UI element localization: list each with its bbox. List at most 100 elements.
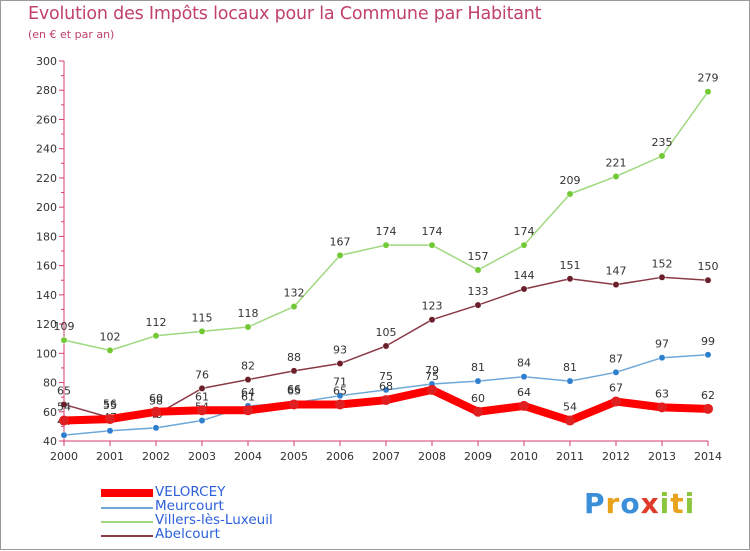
data-point-velorcey (657, 402, 667, 413)
data-label-villers-l-s-luxeuil: 118 (238, 307, 259, 320)
data-point-villers-l-s-luxeuil (612, 173, 620, 180)
data-label-abelcourt: 152 (652, 257, 673, 270)
data-label-villers-l-s-luxeuil: 279 (698, 72, 719, 85)
data-label-villers-l-s-luxeuil: 235 (652, 136, 673, 149)
data-point-abelcourt (244, 376, 252, 384)
data-point-abelcourt (474, 301, 482, 309)
x-tick-label: 2008 (418, 450, 446, 463)
data-label-velorcey: 60 (149, 392, 163, 405)
data-point-villers-l-s-luxeuil (60, 336, 68, 344)
x-tick-label: 2010 (510, 450, 538, 463)
data-point-meurcourt (612, 368, 620, 376)
x-tick-label: 2009 (464, 450, 492, 463)
logo-letter: x (640, 487, 660, 520)
data-label-meurcourt: 97 (655, 338, 669, 351)
x-tick-label: 2005 (280, 450, 308, 463)
x-tick-label: 2003 (188, 450, 216, 463)
data-point-meurcourt (566, 377, 574, 385)
data-label-meurcourt: 81 (563, 361, 577, 374)
data-label-villers-l-s-luxeuil: 157 (468, 250, 489, 263)
y-tick-label: 80 (43, 377, 57, 390)
legend-label-meurcourt: Meurcourt (155, 498, 224, 514)
x-tick-label: 2001 (96, 450, 124, 463)
data-point-villers-l-s-luxeuil (704, 88, 712, 96)
data-point-villers-l-s-luxeuil (658, 152, 666, 160)
data-point-villers-l-s-luxeuil (336, 251, 344, 259)
x-tick-label: 2011 (556, 450, 584, 463)
data-point-abelcourt (382, 342, 390, 350)
x-tick-label: 2004 (234, 450, 262, 463)
data-point-velorcey (381, 395, 391, 406)
data-point-villers-l-s-luxeuil (428, 241, 436, 249)
data-point-villers-l-s-luxeuil (566, 190, 574, 198)
x-tick-label: 2012 (602, 450, 630, 463)
legend-swatch-villers-l-s-luxeuil (101, 521, 153, 523)
data-label-velorcey: 64 (517, 386, 531, 399)
data-label-velorcey: 67 (609, 382, 623, 395)
data-label-meurcourt: 64 (241, 386, 255, 399)
data-point-abelcourt (612, 281, 620, 289)
y-tick-label: 260 (36, 113, 57, 126)
data-point-villers-l-s-luxeuil (152, 332, 160, 340)
data-point-meurcourt (198, 417, 206, 424)
data-label-meurcourt: 79 (425, 364, 439, 377)
data-label-velorcey: 65 (287, 384, 301, 397)
y-tick-label: 140 (36, 289, 57, 302)
legend-label-velorcey: VELORCEY (155, 484, 226, 500)
data-label-velorcey: 61 (241, 390, 255, 403)
data-point-velorcey (611, 396, 621, 407)
data-label-velorcey: 62 (701, 389, 715, 402)
data-label-villers-l-s-luxeuil: 174 (514, 225, 535, 238)
data-point-meurcourt (382, 386, 390, 394)
data-point-abelcourt (336, 360, 344, 367)
data-label-abelcourt: 65 (57, 384, 71, 397)
data-label-villers-l-s-luxeuil: 221 (606, 156, 627, 169)
x-tick-label: 2007 (372, 450, 400, 463)
x-tick-label: 2000 (50, 450, 78, 463)
proxiti-logo: Proxiti (584, 487, 695, 520)
chart-title: Evolution des Impôts locaux pour la Comm… (28, 4, 542, 24)
y-tick-label: 280 (36, 84, 57, 97)
data-point-meurcourt (520, 373, 528, 381)
data-label-villers-l-s-luxeuil: 167 (330, 235, 351, 248)
data-point-meurcourt (704, 351, 712, 359)
data-label-velorcey: 55 (103, 399, 117, 412)
data-label-villers-l-s-luxeuil: 174 (376, 225, 397, 238)
data-point-meurcourt (658, 354, 666, 362)
data-point-velorcey (427, 384, 437, 395)
data-point-velorcey (151, 406, 161, 417)
data-label-abelcourt: 76 (195, 368, 209, 381)
data-point-villers-l-s-luxeuil (198, 327, 206, 335)
data-label-abelcourt: 56 (103, 398, 117, 411)
data-label-villers-l-s-luxeuil: 174 (422, 225, 443, 238)
data-point-velorcey (473, 406, 483, 417)
y-tick-label: 220 (36, 172, 57, 185)
x-tick-label: 2014 (694, 450, 722, 463)
data-point-villers-l-s-luxeuil (106, 346, 114, 354)
data-point-velorcey (105, 414, 115, 425)
logo-letter: i (659, 487, 671, 520)
data-label-villers-l-s-luxeuil: 115 (192, 311, 213, 324)
data-point-meurcourt (336, 392, 344, 400)
data-label-meurcourt: 84 (517, 357, 531, 370)
data-label-velorcey: 68 (379, 380, 393, 393)
data-label-abelcourt: 144 (514, 269, 535, 282)
data-label-velorcey: 61 (195, 390, 209, 403)
data-point-abelcourt (566, 275, 574, 283)
x-tick-label: 2013 (648, 450, 676, 463)
data-label-abelcourt: 133 (468, 285, 489, 298)
data-point-abelcourt (290, 367, 298, 375)
data-label-villers-l-s-luxeuil: 209 (560, 174, 581, 187)
logo-letter: t (670, 487, 685, 520)
data-label-meurcourt: 99 (701, 335, 715, 348)
chart-subtitle: (en € et par an) (28, 28, 115, 41)
data-point-velorcey (565, 415, 575, 426)
data-point-abelcourt (198, 384, 206, 392)
x-tick-label: 2002 (142, 450, 170, 463)
data-label-velorcey: 65 (333, 384, 347, 397)
data-label-abelcourt: 123 (422, 300, 443, 313)
data-label-meurcourt: 75 (379, 370, 393, 383)
y-tick-label: 200 (36, 201, 57, 214)
data-label-villers-l-s-luxeuil: 109 (54, 320, 75, 333)
